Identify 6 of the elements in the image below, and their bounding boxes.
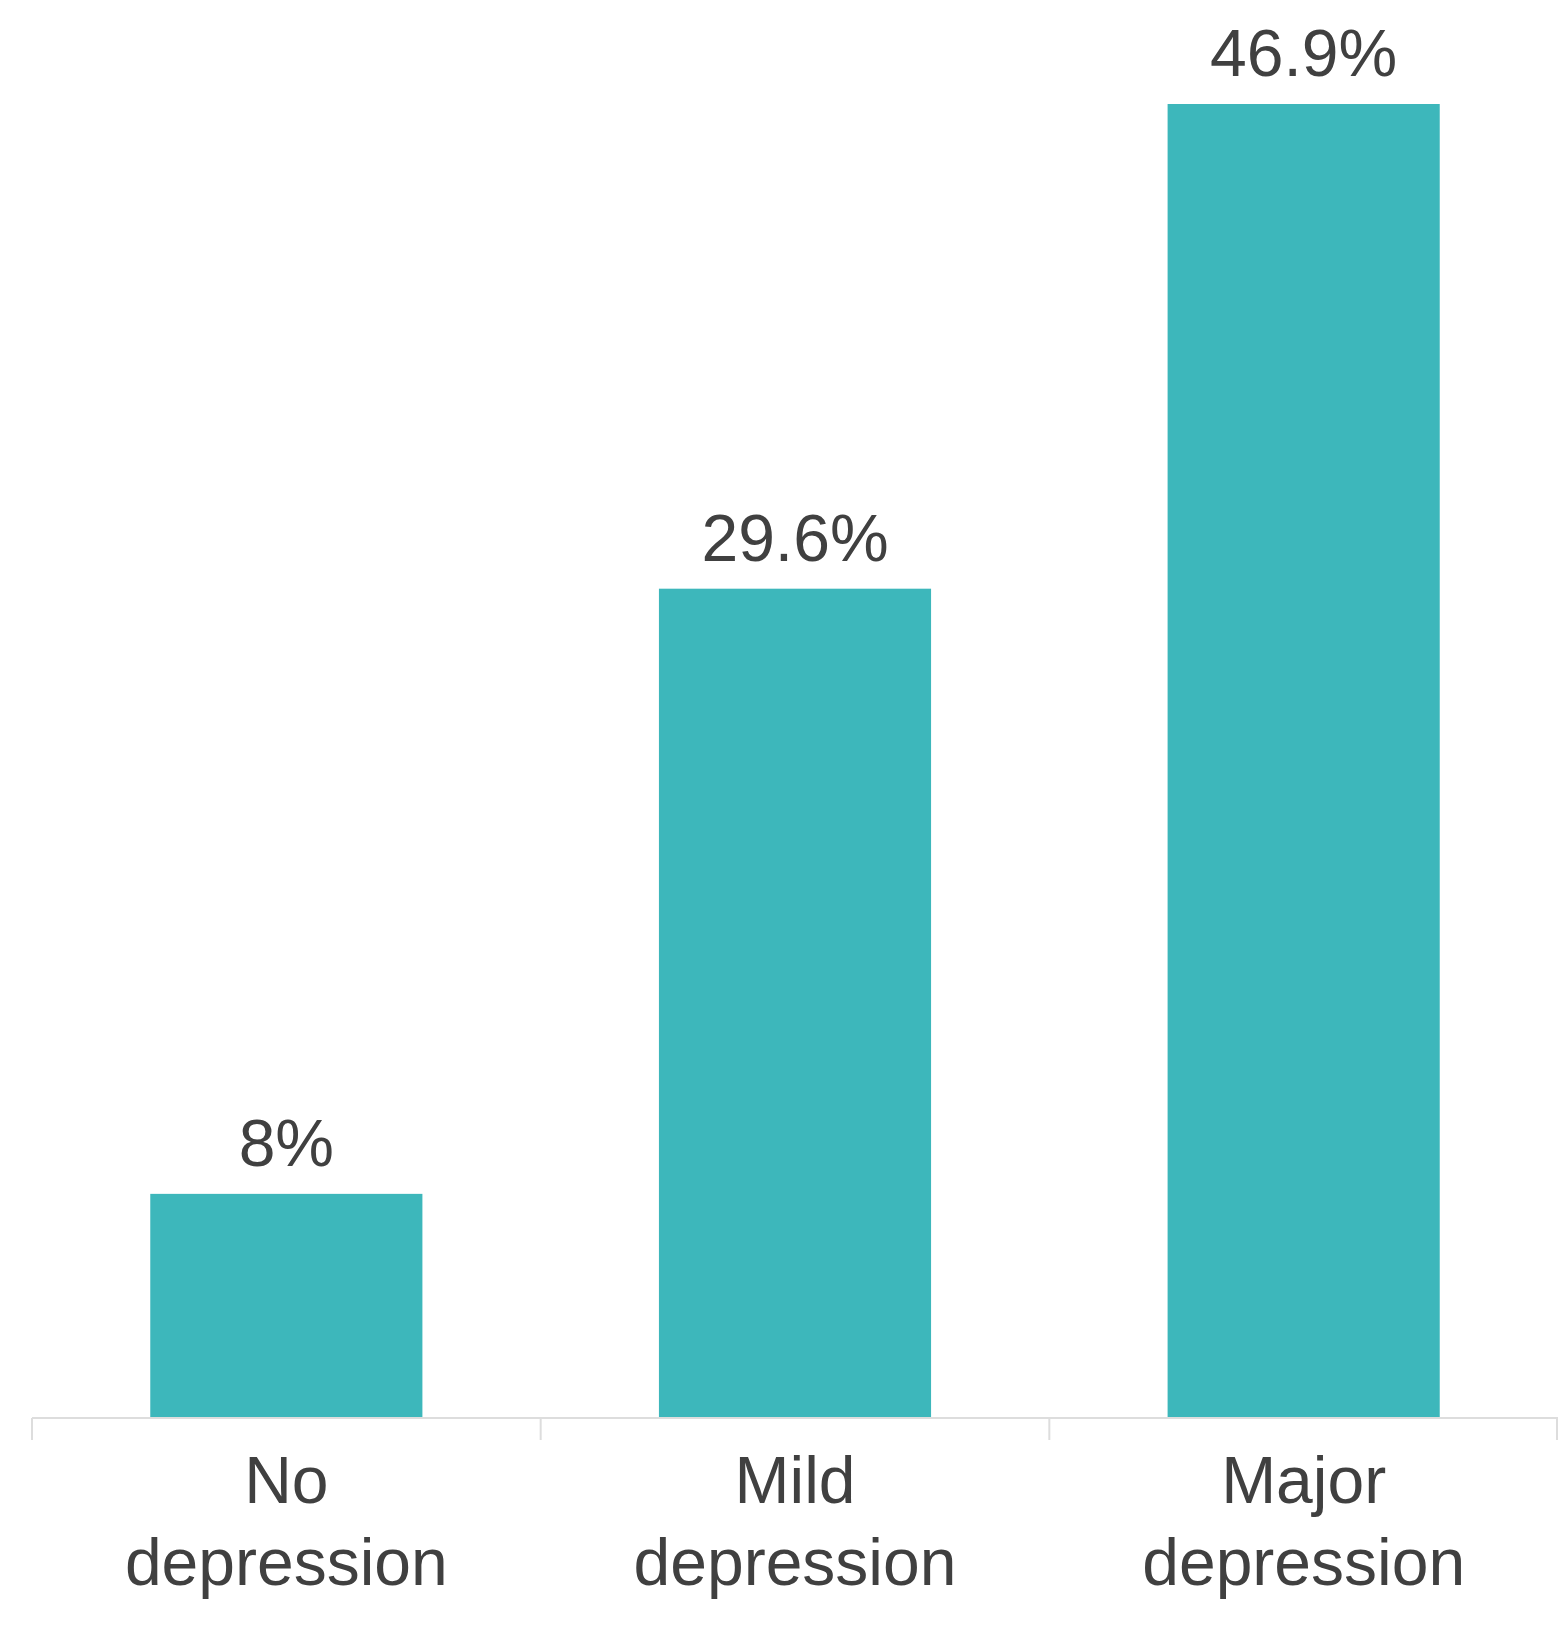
- x-tick-label: No depression: [124, 1443, 448, 1599]
- data-label: 29.6%: [701, 500, 889, 575]
- x-tick-label: Mild depression: [633, 1443, 957, 1599]
- x-tick-label: Major depression: [1142, 1443, 1466, 1599]
- data-label: 46.9%: [1210, 16, 1398, 90]
- data-label: 8%: [238, 1105, 335, 1180]
